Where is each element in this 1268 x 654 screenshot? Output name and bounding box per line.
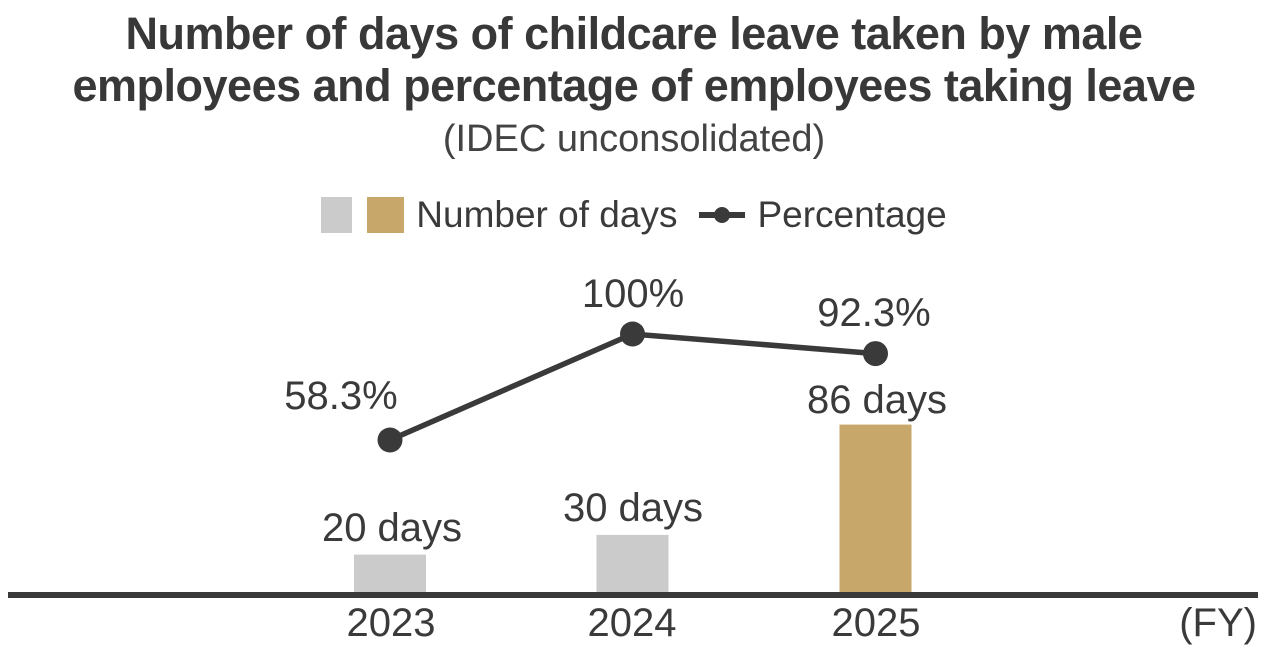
- chart-legend: Number of days Percentage: [0, 193, 1268, 235]
- legend-swatch-gold: [367, 196, 405, 233]
- pct-value-label-2024: 100%: [581, 272, 685, 316]
- bar-2023: [354, 554, 426, 594]
- page-title: Number of days of childcare leave taken …: [0, 8, 1268, 112]
- percentage-dot-2024: [620, 321, 645, 347]
- x-axis-label-2025: 2025: [831, 601, 921, 645]
- title-line-2: employees and percentage of employees ta…: [72, 60, 1196, 111]
- percentage-dot-2025: [863, 341, 888, 367]
- chart-subtitle: (IDEC unconsolidated): [442, 118, 826, 160]
- bar-value-label-2023: 20 days: [321, 506, 463, 550]
- pct-value-label-2023: 58.3%: [284, 374, 398, 418]
- x-axis-unit-label-fy: (FY): [1179, 601, 1257, 645]
- pct-value-label-2025: 92.3%: [817, 291, 931, 335]
- bar-2024: [596, 534, 669, 594]
- bar-value-label-2025: 86 days: [806, 378, 948, 422]
- x-axis-label-2023: 2023: [346, 601, 436, 645]
- legend-label-days: Number of days: [416, 193, 678, 235]
- x-axis-label-2024: 2024: [587, 601, 677, 645]
- title-line-1: Number of days of childcare leave taken …: [125, 8, 1143, 59]
- legend-line-marker-icon: [699, 197, 746, 233]
- x-axis-line: [8, 592, 1258, 598]
- percentage-dot-2023: [377, 427, 403, 453]
- bar-value-label-2024: 30 days: [562, 486, 704, 530]
- legend-label-percentage: Percentage: [757, 193, 947, 235]
- bar-2025: [839, 424, 912, 594]
- percentage-line: [388, 331, 876, 443]
- legend-swatch-gray: [321, 196, 353, 233]
- legend-marker-dot: [714, 206, 731, 223]
